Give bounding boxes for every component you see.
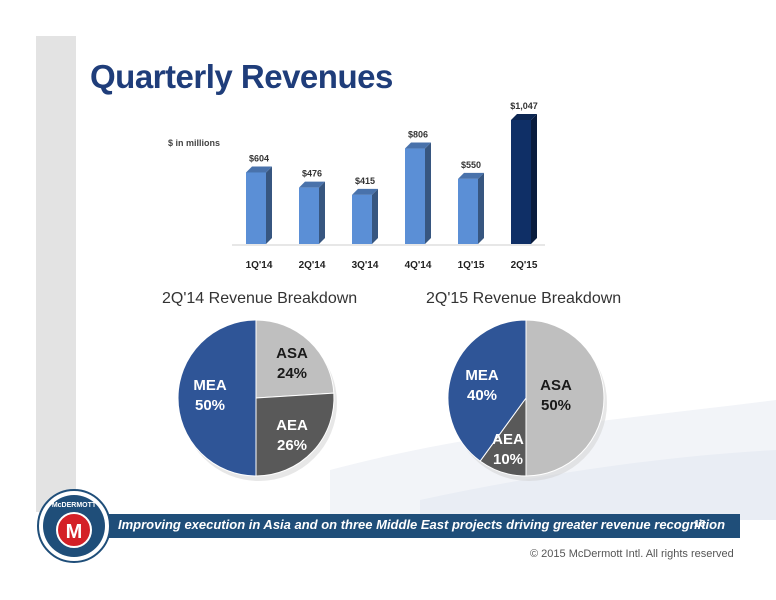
bar-value-label-4: $550 <box>461 160 481 170</box>
pie2-label-aea: AEA <box>492 431 524 448</box>
pie1-label-aea: AEA <box>276 417 308 434</box>
logo-wordmark: McDERMOTT <box>52 502 97 509</box>
bar-4 <box>458 178 478 244</box>
pie1-slice-asa <box>255 319 335 399</box>
pie1-pct-mea: 50% <box>195 397 225 414</box>
page-title: Quarterly Revenues <box>90 58 393 95</box>
bar-top-1 <box>299 181 325 188</box>
bar-side-1 <box>319 181 325 244</box>
bar-0 <box>246 172 266 244</box>
company-logo: McDERMOTT M <box>37 489 111 563</box>
pie2-slice-mea <box>447 319 527 462</box>
copyright-notice: © 2015 McDermott Intl. All rights reserv… <box>530 548 734 560</box>
pie2-label-mea: MEA <box>465 367 499 384</box>
left-decorative-bar <box>36 36 76 512</box>
bar-top-5 <box>511 114 537 120</box>
logo-letter: M <box>66 521 83 543</box>
bar-value-label-1: $476 <box>302 169 322 179</box>
bar-category-label-1: 2Q'14 <box>299 260 326 271</box>
bar-2 <box>352 194 372 244</box>
bar-category-label-4: 1Q'15 <box>458 260 485 271</box>
bar-category-label-2: 3Q'14 <box>352 260 379 271</box>
pie1-pct-aea: 26% <box>277 437 307 454</box>
bar-category-label-5: 2Q'15 <box>511 260 538 271</box>
bar-top-3 <box>405 142 431 149</box>
bar-value-label-5: $1,047 <box>510 101 538 111</box>
bar-3 <box>405 148 425 244</box>
pie1-slice-aea <box>255 392 335 477</box>
bar-top-0 <box>246 166 272 173</box>
pie2-label-asa: ASA <box>540 377 572 394</box>
page-number: 16 <box>694 519 706 530</box>
bar-side-5 <box>531 114 537 244</box>
pie1-slice-mea <box>177 319 257 477</box>
pie2-slice-asa <box>525 319 605 477</box>
pie2-pct-mea: 40% <box>467 387 497 404</box>
bar-5 <box>511 120 531 244</box>
pie2-pct-asa: 50% <box>541 397 571 414</box>
pie1-label-asa: ASA <box>276 345 308 362</box>
bar-side-4 <box>478 172 484 244</box>
units-note: $ in millions <box>168 138 221 148</box>
bar-side-0 <box>266 166 272 244</box>
bar-side-2 <box>372 188 378 244</box>
pie1-label-mea: MEA <box>193 377 227 394</box>
bar-top-2 <box>352 188 378 195</box>
pie-title-2q14: 2Q'14 Revenue Breakdown <box>162 290 358 307</box>
pie1-pct-asa: 24% <box>277 365 307 382</box>
bar-side-3 <box>425 142 431 244</box>
bar-value-label-0: $604 <box>249 153 269 163</box>
bar-value-label-3: $806 <box>408 130 428 140</box>
pie2-pct-aea: 10% <box>493 451 523 468</box>
bar-value-label-2: $415 <box>355 176 375 186</box>
bar-category-label-0: 1Q'14 <box>246 260 273 271</box>
bar-1 <box>299 187 319 244</box>
bar-category-label-3: 4Q'14 <box>405 260 432 271</box>
footer-banner-text: Improving execution in Asia and on three… <box>118 517 726 532</box>
pie-title-2q15: 2Q'15 Revenue Breakdown <box>426 290 622 307</box>
footer-banner <box>100 514 740 538</box>
bar-top-4 <box>458 172 484 179</box>
